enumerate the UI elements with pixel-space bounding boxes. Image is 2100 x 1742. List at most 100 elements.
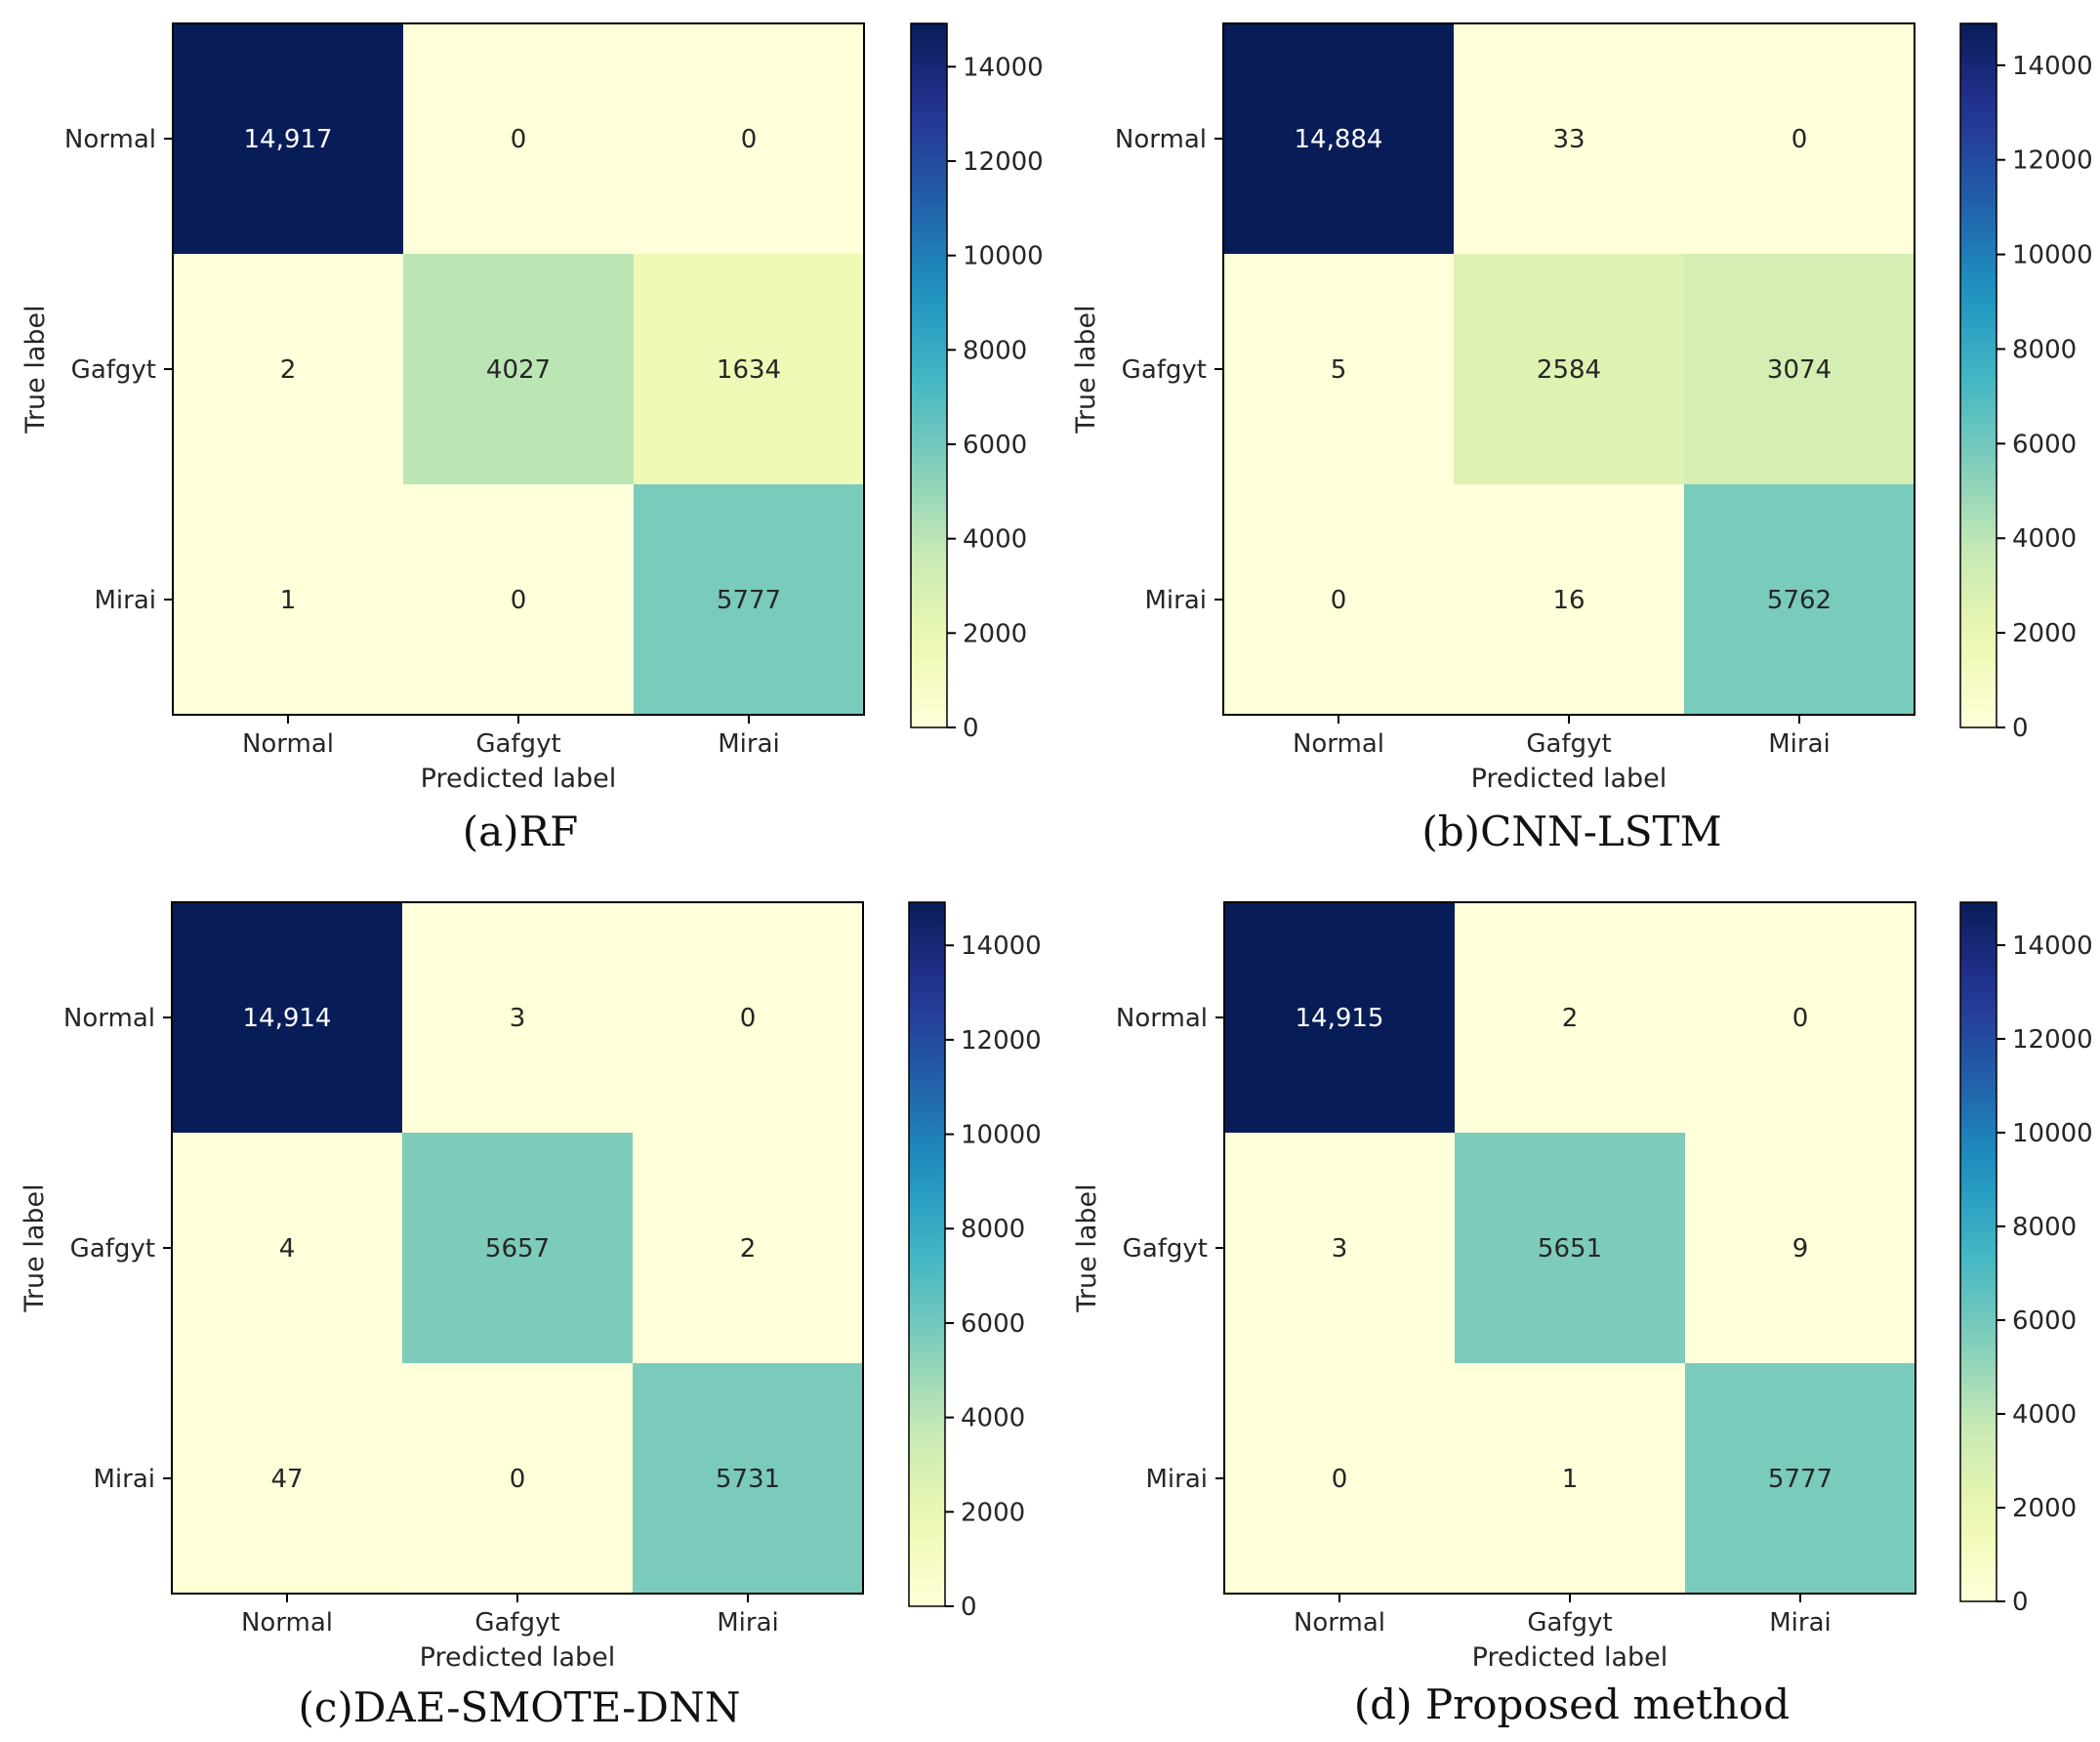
panel-caption: (a)RF — [463, 808, 579, 855]
heatmap-cell — [1684, 254, 1915, 485]
heatmap-cell — [402, 902, 634, 1134]
cell-value-label: 0 — [511, 586, 527, 615]
heatmap-cell — [1454, 23, 1685, 255]
cell-value-label: 2 — [1562, 1004, 1579, 1033]
x-tick-label: Normal — [1293, 729, 1384, 759]
colorbar-tick-label: 8000 — [961, 1215, 1025, 1244]
y-tick-label: Gafgyt — [1122, 355, 1207, 385]
x-tick-label: Normal — [1294, 1608, 1385, 1638]
y-tick-label: Gafgyt — [70, 1234, 155, 1264]
heatmap-cell — [634, 23, 865, 255]
colorbar-tick-label: 6000 — [2012, 1306, 2077, 1336]
x-tick-label: Mirai — [1769, 1608, 1832, 1638]
cell-value-label: 14,884 — [1295, 125, 1383, 154]
heatmap-cell — [403, 484, 635, 716]
cell-value-label: 1 — [280, 586, 297, 615]
heatmap-cell — [1454, 484, 1685, 716]
panel-caption: (d) Proposed method — [1354, 1680, 1790, 1728]
colorbar-tick-label: 0 — [963, 714, 979, 743]
heatmap-cell — [173, 484, 404, 716]
y-tick-label: Mirai — [94, 586, 156, 615]
colorbar-tick-label: 0 — [961, 1593, 977, 1622]
heatmap-cell — [1223, 484, 1455, 716]
x-tick-label: Gafgyt — [474, 1608, 559, 1638]
colorbar-tick-label: 10000 — [2012, 1119, 2093, 1148]
colorbar-tick-label: 8000 — [2012, 335, 2077, 364]
cell-value-label: 47 — [270, 1465, 303, 1494]
heatmap-cell — [173, 23, 404, 255]
y-axis-label: True label — [1072, 1183, 1102, 1312]
heatmap-cell — [1685, 1133, 1916, 1364]
heatmap-cell — [1223, 23, 1455, 255]
y-tick-label: Mirai — [1144, 586, 1207, 615]
panel-c: 14,914 3 0 4 5657 2 47 0 5731 Normal Gafgyt Mirai No… — [20, 901, 1042, 1731]
colorbar-tick-label: 12000 — [961, 1026, 1042, 1056]
cell-value-label: 3074 — [1767, 355, 1832, 385]
colorbar — [910, 22, 948, 728]
heatmap-cell — [633, 902, 864, 1134]
y-tick-label: Gafgyt — [71, 355, 156, 385]
heatmap-cell — [634, 484, 865, 716]
x-tick-label: Gafgyt — [475, 729, 560, 759]
x-tick-label: Gafgyt — [1526, 729, 1611, 759]
colorbar-tick-label: 14000 — [961, 932, 1042, 961]
colorbar-tick-label: 0 — [2012, 1588, 2029, 1617]
y-tick-label: Mirai — [93, 1465, 155, 1494]
colorbar-tick-label: 4000 — [963, 525, 1027, 555]
colorbar-tick-label: 4000 — [2012, 1400, 2077, 1430]
heatmap-cell — [1685, 1363, 1916, 1595]
colorbar — [908, 901, 946, 1607]
x-tick-label: Mirai — [718, 729, 780, 759]
colorbar-tick-label: 6000 — [2012, 430, 2077, 459]
cell-value-label: 5777 — [1768, 1465, 1832, 1494]
colorbar — [1959, 22, 1997, 728]
cell-value-label: 0 — [510, 1465, 526, 1494]
cell-value-label: 14,915 — [1296, 1004, 1384, 1033]
y-axis-label: True label — [20, 1183, 50, 1312]
y-tick-label: Mirai — [1145, 1465, 1208, 1494]
cell-value-label: 5777 — [717, 586, 781, 615]
colorbar-tick-label: 2000 — [961, 1498, 1025, 1527]
heatmap-cell — [1224, 1133, 1456, 1364]
colorbar-tick-label: 12000 — [2012, 146, 2093, 176]
colorbar-tick-label: 4000 — [961, 1404, 1025, 1433]
colorbar-tick-label: 14000 — [2012, 52, 2093, 81]
x-tick-label: Normal — [241, 1608, 333, 1638]
panel-b: 14,884 33 0 5 2584 3074 0 16 5762 Normal Gafgyt Mir… — [1071, 22, 2093, 855]
heatmap-cell — [173, 254, 404, 485]
y-tick-label: Normal — [1115, 125, 1207, 154]
colorbar-tick-label: 2000 — [2012, 619, 2077, 648]
x-axis-label: Predicted label — [1471, 764, 1668, 794]
cell-value-label: 5651 — [1538, 1234, 1602, 1264]
cell-value-label: 3 — [510, 1004, 526, 1033]
heatmap-cell — [1684, 484, 1915, 716]
y-tick-label: Gafgyt — [1123, 1234, 1208, 1264]
heatmap-cell — [633, 1363, 864, 1595]
y-axis-label: True label — [21, 305, 51, 434]
heatmap-cell — [1455, 1133, 1686, 1364]
cell-value-label: 9 — [1792, 1234, 1809, 1264]
cell-value-label: 33 — [1552, 125, 1585, 154]
cell-value-label: 0 — [1332, 1465, 1348, 1494]
cell-value-label: 5731 — [716, 1465, 780, 1494]
cell-value-label: 0 — [1331, 586, 1347, 615]
cell-value-label: 2 — [740, 1234, 757, 1264]
colorbar — [1959, 901, 1997, 1602]
heatmap-cell — [172, 902, 403, 1134]
panel-caption: (b)CNN-LSTM — [1421, 808, 1721, 855]
x-tick-label: Gafgyt — [1527, 1608, 1612, 1638]
x-axis-label: Predicted label — [1472, 1642, 1668, 1673]
colorbar-tick-label: 12000 — [963, 147, 1044, 177]
cell-value-label: 0 — [1792, 1004, 1809, 1033]
y-tick-label: Normal — [63, 1004, 155, 1033]
heatmap-cell — [1685, 902, 1916, 1134]
y-axis-label: True label — [1071, 305, 1101, 434]
cell-value-label: 0 — [1791, 125, 1808, 154]
heatmap-cell — [1455, 902, 1686, 1134]
cell-value-label: 0 — [741, 125, 758, 154]
cell-value-label: 2 — [280, 355, 297, 385]
cell-value-label: 0 — [511, 125, 527, 154]
x-tick-label: Normal — [242, 729, 334, 759]
x-axis-label: Predicted label — [421, 764, 617, 794]
colorbar-tick-label: 6000 — [963, 431, 1027, 460]
